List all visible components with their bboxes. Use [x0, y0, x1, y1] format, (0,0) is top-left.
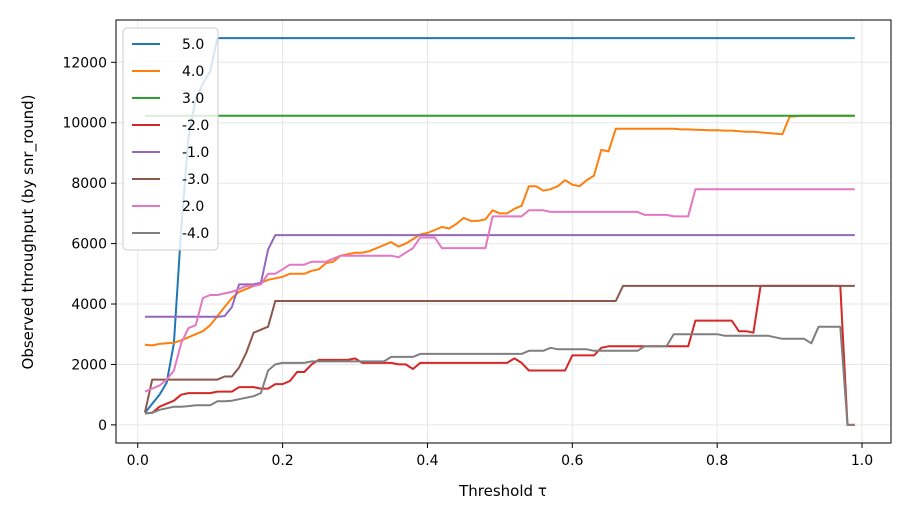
legend: 5.0 4.0 3.0 -2.0 -1.0 -3.0 2.0 -4.0 — [122, 27, 219, 251]
legend-label: -2.0 — [182, 118, 209, 134]
legend-label: 4.0 — [182, 64, 204, 80]
x-tick-label: 0.0 — [127, 453, 149, 469]
series-line-0 — [144, 37, 855, 414]
series-lines — [144, 37, 855, 426]
y-axis-ticks: 0 2000 4000 6000 8000 10000 12000 — [62, 55, 116, 434]
y-tick-label: 6000 — [71, 237, 107, 253]
x-tick-label: 0.6 — [561, 453, 583, 469]
x-tick-label: 0.2 — [271, 453, 293, 469]
legend-label: 3.0 — [182, 91, 204, 107]
series-line-6 — [144, 188, 855, 393]
legend-label: -4.0 — [182, 226, 209, 242]
x-tick-label: 0.8 — [706, 453, 728, 469]
y-tick-label: 10000 — [62, 116, 107, 132]
series-line-7 — [144, 325, 855, 426]
x-axis-label: Threshold τ — [458, 482, 547, 500]
y-tick-label: 12000 — [62, 55, 107, 71]
legend-label: 5.0 — [182, 37, 204, 53]
y-tick-label: 4000 — [71, 297, 107, 313]
y-tick-label: 8000 — [71, 176, 107, 192]
y-tick-label: 0 — [98, 418, 107, 434]
y-tick-label: 2000 — [71, 357, 107, 373]
series-line-5 — [144, 284, 855, 413]
series-line-1 — [144, 114, 855, 347]
legend-label: -1.0 — [182, 145, 209, 161]
legend-label: 2.0 — [182, 199, 204, 215]
series-line-3 — [144, 284, 855, 426]
series-line-4 — [145, 234, 855, 318]
x-tick-label: 0.4 — [416, 453, 438, 469]
legend-box — [122, 27, 219, 251]
y-axis-label: Observed throughput (by snr_round) — [19, 95, 38, 370]
grid-lines — [116, 20, 891, 443]
plot-frame — [115, 19, 892, 444]
x-tick-label: 1.0 — [851, 453, 873, 469]
legend-label: -3.0 — [182, 172, 209, 188]
x-axis-ticks: 0.0 0.2 0.4 0.6 0.8 1.0 — [127, 443, 873, 469]
